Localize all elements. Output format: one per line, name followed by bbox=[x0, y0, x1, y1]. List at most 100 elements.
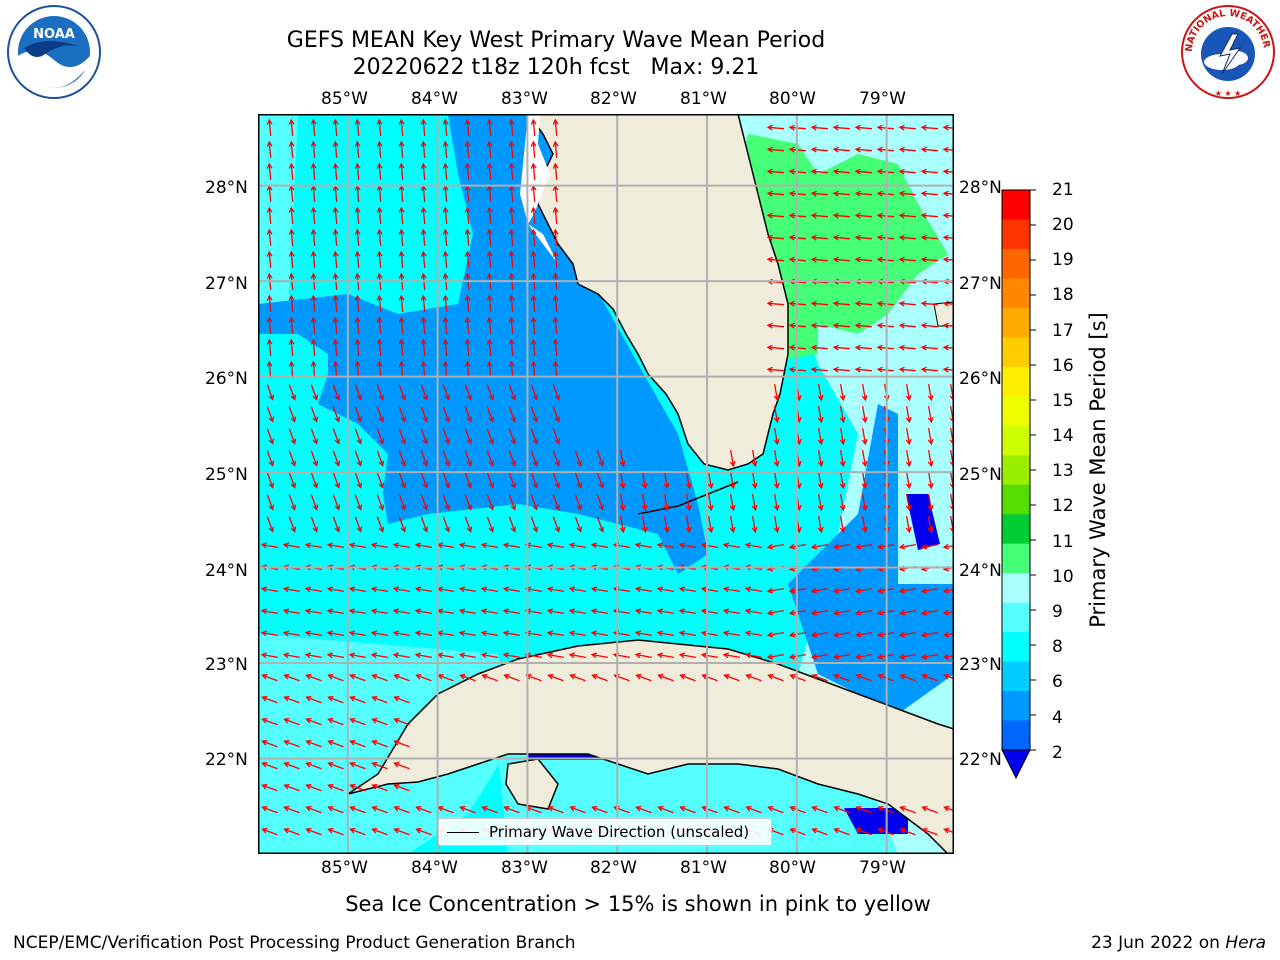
wave-arrow bbox=[548, 674, 564, 682]
wave-arrow bbox=[944, 588, 954, 593]
wave-arrow bbox=[789, 346, 807, 350]
wave-arrow bbox=[746, 587, 762, 593]
wave-arrow-head bbox=[766, 300, 773, 307]
wave-arrow-head bbox=[442, 272, 449, 279]
wave-arrow bbox=[724, 543, 740, 549]
wave-arrow-head bbox=[552, 118, 559, 125]
wave-arrow bbox=[306, 828, 322, 836]
wave-arrow bbox=[288, 384, 296, 400]
cb-tick-14: 14 bbox=[1052, 426, 1074, 446]
wave-arrow bbox=[356, 251, 360, 269]
wave-arrow-head bbox=[854, 366, 861, 373]
wave-arrow-head bbox=[442, 206, 449, 213]
wave-arrow-head bbox=[920, 212, 927, 219]
wave-arrow bbox=[416, 587, 432, 593]
wave-arrow-head bbox=[766, 631, 774, 638]
wave-arrow bbox=[372, 784, 388, 792]
wave-arrow-head bbox=[415, 673, 422, 680]
wave-arrow bbox=[767, 192, 785, 196]
wave-arrow-head bbox=[400, 416, 407, 423]
wave-arrow bbox=[400, 185, 404, 203]
wave-arrow-head bbox=[260, 542, 268, 549]
wave-arrow-head bbox=[789, 805, 796, 812]
wave-arrow-head bbox=[546, 630, 554, 637]
wave-arrow-head bbox=[420, 294, 427, 301]
wave-arrow bbox=[262, 631, 278, 637]
wave-arrow-head bbox=[854, 653, 862, 660]
wave-arrow-head bbox=[327, 805, 334, 812]
wave-arrow bbox=[508, 516, 516, 532]
wave-arrow-head bbox=[854, 212, 861, 219]
wave-arrow bbox=[944, 632, 954, 637]
wave-arrow-head bbox=[422, 416, 429, 423]
wave-arrow bbox=[641, 472, 647, 488]
wave-arrow bbox=[482, 806, 498, 814]
wave-arrow bbox=[663, 472, 669, 488]
wave-arrow bbox=[460, 587, 476, 593]
wave-arrow bbox=[312, 163, 316, 181]
wave-arrow bbox=[268, 295, 272, 313]
wave-arrow-head bbox=[530, 228, 537, 235]
wave-arrow bbox=[504, 587, 520, 593]
wave-arrow bbox=[328, 740, 344, 748]
wave-arrow-head bbox=[371, 673, 378, 680]
wave-arrow-head bbox=[312, 504, 319, 511]
wave-arrow bbox=[486, 384, 494, 400]
wave-arrow-head bbox=[854, 543, 862, 550]
wave-arrow-head bbox=[685, 504, 692, 512]
wave-arrow bbox=[532, 163, 536, 181]
wave-arrow bbox=[266, 516, 274, 532]
wave-arrow-head bbox=[510, 438, 517, 445]
wave-period-map bbox=[258, 114, 954, 854]
wave-arrow-head bbox=[326, 630, 334, 637]
wave-arrow-head bbox=[371, 695, 378, 702]
wave-arrow-head bbox=[854, 587, 862, 594]
wave-arrow bbox=[438, 806, 454, 814]
wave-arrow-head bbox=[788, 631, 796, 638]
wave-arrow-head bbox=[486, 206, 493, 213]
wave-arrow bbox=[789, 258, 807, 262]
wave-arrow-head bbox=[722, 586, 730, 593]
wave-arrow-head bbox=[332, 338, 339, 345]
wave-arrow-head bbox=[700, 586, 708, 593]
wave-arrow-head bbox=[723, 673, 730, 680]
wave-arrow bbox=[767, 368, 785, 372]
wave-arrow bbox=[789, 170, 807, 174]
wave-arrow-head bbox=[354, 162, 361, 169]
wave-arrow bbox=[817, 450, 823, 466]
wave-arrow bbox=[460, 543, 476, 549]
cb-tick-12: 12 bbox=[1052, 496, 1074, 516]
wave-arrow bbox=[438, 543, 454, 549]
wave-arrow bbox=[510, 185, 514, 203]
wave-arrow bbox=[482, 653, 498, 659]
wave-arrow-head bbox=[332, 118, 339, 125]
wave-arrow-head bbox=[370, 608, 378, 615]
wave-arrow-head bbox=[508, 316, 515, 323]
wave-arrow bbox=[729, 494, 735, 510]
wave-arrow bbox=[262, 587, 278, 593]
colorbar-segment bbox=[1002, 484, 1030, 515]
wave-arrow-head bbox=[508, 162, 515, 169]
wave-arrow-head bbox=[327, 695, 334, 702]
wave-arrow bbox=[464, 472, 472, 488]
wave-arrow-head bbox=[942, 124, 949, 131]
wave-arrow-head bbox=[444, 416, 451, 423]
wave-arrow bbox=[328, 609, 344, 615]
wave-arrow-head bbox=[773, 438, 780, 446]
wave-arrow-head bbox=[532, 482, 539, 489]
wave-arrow bbox=[746, 631, 762, 637]
wave-arrow-head bbox=[371, 761, 378, 768]
wave-arrow-head bbox=[458, 630, 466, 637]
wave-arrow bbox=[306, 609, 322, 615]
wave-arrow bbox=[378, 229, 382, 247]
wave-arrow bbox=[855, 324, 873, 328]
wave-arrow bbox=[790, 631, 806, 637]
wave-arrow-head bbox=[898, 344, 905, 351]
wave-arrow-head bbox=[861, 438, 868, 446]
wave-arrow bbox=[350, 762, 366, 770]
wave-arrow bbox=[306, 762, 322, 770]
wave-arrow bbox=[400, 207, 404, 225]
wave-arrow-head bbox=[810, 168, 817, 175]
wave-arrow-head bbox=[723, 805, 730, 812]
wave-arrow bbox=[268, 361, 272, 379]
